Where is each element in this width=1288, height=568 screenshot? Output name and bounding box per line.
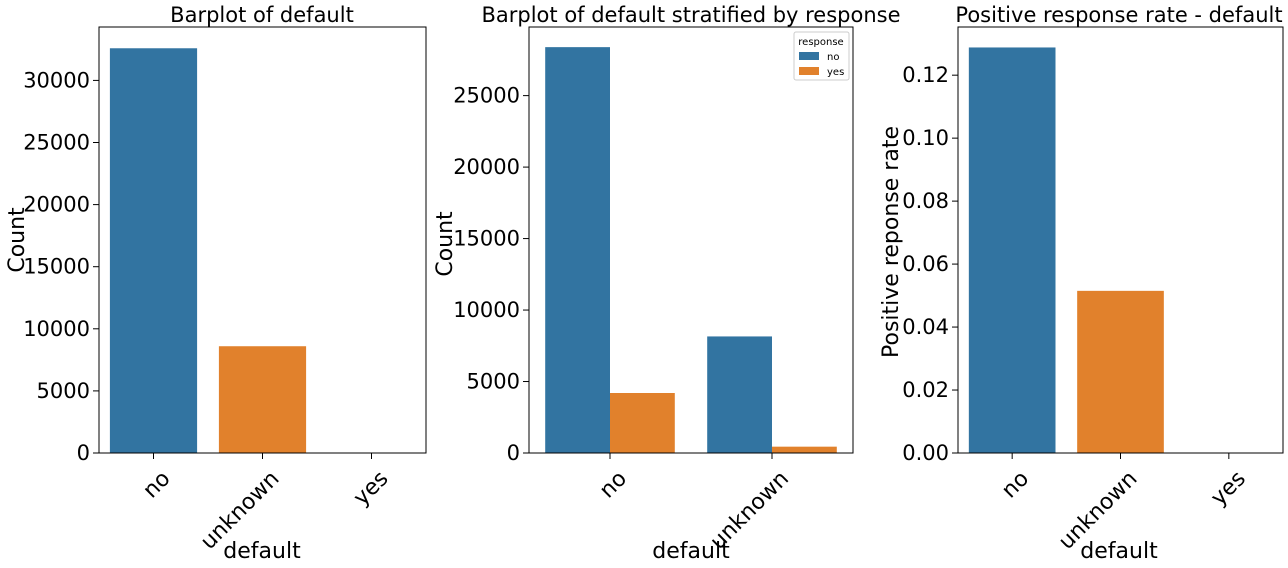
y-tick-label: 20000 — [23, 193, 90, 217]
y-tick-label: 15000 — [453, 227, 520, 251]
chart-title: Barplot of default stratified by respons… — [481, 3, 900, 27]
x-tick-label: yes — [1206, 466, 1251, 511]
y-ticks: 0 5000 10000 15000 20000 25000 30000 — [23, 68, 99, 465]
y-tick-label: 0.00 — [902, 441, 949, 465]
chart-panel-positive-response-rate: Positive response rate - default Positiv… — [879, 3, 1284, 564]
y-axis-label: Count — [5, 207, 30, 273]
legend-swatch-yes — [799, 67, 819, 75]
y-axis-label: Positive reponse rate — [879, 126, 904, 358]
legend-title: response — [798, 37, 843, 48]
plot-frame — [528, 26, 854, 454]
bars — [968, 47, 1164, 453]
y-tick-label: 0.02 — [902, 378, 949, 402]
plot-frame — [98, 26, 427, 454]
x-tick-label: no — [138, 466, 175, 503]
y-tick-label: 0.10 — [902, 126, 949, 150]
y-tick-label: 0 — [507, 441, 520, 465]
y-tick-label: 0.04 — [902, 315, 949, 339]
x-tick-label: no — [595, 466, 632, 503]
legend: response no yes — [793, 31, 850, 81]
y-tick-label: 0 — [77, 441, 90, 465]
chart-panel-default-counts: Barplot of default Count default 0 5000 10… — [5, 3, 427, 564]
y-tick-label: 5000 — [37, 379, 90, 403]
bar-unknown — [1077, 290, 1164, 453]
bar-no — [968, 47, 1056, 453]
y-axis-label: Count — [433, 211, 458, 277]
y-tick-label: 15000 — [23, 255, 90, 279]
legend-label-no: no — [827, 52, 839, 63]
chart-title: Positive response rate - default — [955, 3, 1282, 27]
y-tick-label: 25000 — [453, 84, 520, 108]
x-tick-label: unknown — [706, 466, 794, 554]
y-tick-label: 0.12 — [902, 63, 949, 87]
x-axis-label: default — [1080, 539, 1158, 564]
legend-label-yes: yes — [827, 67, 844, 78]
y-tick-label: 10000 — [23, 317, 90, 341]
y-ticks: 0.00 0.02 0.04 0.06 0.08 0.10 0.12 — [902, 63, 958, 465]
x-tick-label: no — [997, 466, 1034, 503]
y-tick-label: 10000 — [453, 298, 520, 322]
bar-no — [109, 48, 198, 453]
bar-unknown-yes — [772, 446, 837, 453]
y-tick-label: 25000 — [23, 131, 90, 155]
plot-frame — [957, 26, 1284, 454]
x-axis-label: default — [223, 539, 301, 564]
y-tick-label: 30000 — [23, 68, 90, 92]
y-tick-label: 0.08 — [902, 189, 949, 213]
y-tick-label: 0.06 — [902, 252, 949, 276]
bars — [545, 47, 837, 453]
bar-unknown-no — [707, 336, 772, 453]
bar-no-yes — [610, 393, 675, 453]
bar-no-no — [545, 47, 610, 453]
y-ticks: 0 5000 10000 15000 20000 25000 — [453, 84, 529, 465]
bar-unknown — [218, 346, 307, 453]
y-tick-label: 20000 — [453, 155, 520, 179]
bars — [109, 48, 416, 453]
y-tick-label: 5000 — [467, 370, 520, 394]
chart-panel-default-by-response: Barplot of default stratified by respons… — [433, 3, 901, 564]
x-axis-label: default — [652, 539, 730, 564]
x-tick-label: yes — [349, 466, 394, 511]
legend-swatch-no — [799, 52, 819, 60]
chart-title: Barplot of default — [170, 3, 354, 27]
